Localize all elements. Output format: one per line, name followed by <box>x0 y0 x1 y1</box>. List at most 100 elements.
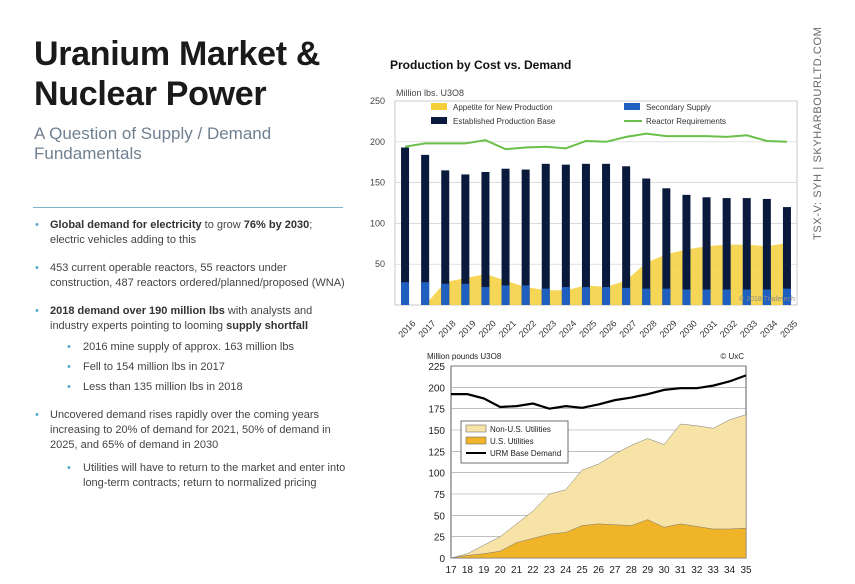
x-tick-label: 2031 <box>698 318 719 339</box>
secondary-supply-bar <box>722 289 731 305</box>
legend-label: Secondary Supply <box>646 103 711 112</box>
sub-bullet: • 2016 mine supply of approx. 163 million… <box>33 340 348 355</box>
x-tick-label: 2027 <box>617 318 638 339</box>
bullet-dot-icon: • <box>35 409 39 421</box>
x-tick-label: 2016 <box>396 318 417 339</box>
x-tick-label: 2017 <box>416 318 437 339</box>
bullet-dot-icon: • <box>67 341 71 353</box>
sub-bullet: • Fell to 154 million lbs in 2017 <box>33 360 348 375</box>
production-base-bar <box>602 163 611 305</box>
x-tick-label: 2026 <box>597 318 618 339</box>
x-tick-label: 26 <box>593 565 605 576</box>
legend-swatch <box>465 424 487 433</box>
secondary-supply-bar <box>521 285 530 305</box>
secondary-supply-bar <box>662 288 671 305</box>
bullet-dot-icon: • <box>35 262 39 274</box>
x-tick-label: 2032 <box>718 318 739 339</box>
bullet-strong-text: Global demand for electricity <box>50 219 202 231</box>
divider-line <box>33 207 343 208</box>
production-base-bar <box>622 166 631 305</box>
x-tick-label: 23 <box>544 565 556 576</box>
secondary-supply-bar <box>561 287 570 305</box>
x-tick-label: 2030 <box>678 318 699 339</box>
reactor-requirements-line <box>404 132 787 151</box>
bullet-list: • Global demand for electricity to grow … <box>33 218 348 496</box>
x-tick-label: 18 <box>462 565 474 576</box>
x-tick-label: 34 <box>724 565 736 576</box>
x-tick-label: 17 <box>445 565 457 576</box>
x-tick-label: 2024 <box>557 318 578 339</box>
legend-label: URM Base Demand <box>490 449 561 458</box>
x-tick-label: 28 <box>626 565 638 576</box>
x-tick-label: 32 <box>691 565 703 576</box>
non-us-utilities-area <box>450 414 747 559</box>
sub-bullet-text: 2016 mine supply of approx. 163 million … <box>83 341 294 353</box>
production-base-bar <box>762 198 771 305</box>
x-tick-label: 19 <box>478 565 490 576</box>
legend-label: Non-U.S. Utilities <box>490 425 551 434</box>
bullet-2018-demand: • 2018 demand over 190 million lbs with … <box>33 304 348 334</box>
sub-bullet: • Utilities will have to return to the ma… <box>33 461 348 491</box>
production-base-bar <box>481 171 490 305</box>
x-tick-label: 27 <box>609 565 621 576</box>
x-tick-label: 2020 <box>477 318 498 339</box>
production-base-bar <box>541 163 550 305</box>
slide-title: Uranium Market & Nuclear Power <box>34 35 321 113</box>
y-tick-label: 250 <box>370 96 385 106</box>
x-tick-label: 2029 <box>658 318 679 339</box>
production-base-bar <box>521 169 530 305</box>
sub-bullet-text: Utilities will have to return to the mar… <box>83 462 346 489</box>
legend-swatch <box>431 117 447 124</box>
y-tick-label: 125 <box>428 447 445 458</box>
secondary-supply-bar <box>602 287 611 305</box>
legend-label: Established Production Base <box>453 117 556 126</box>
secondary-supply-bar <box>421 282 430 305</box>
y-tick-label: 0 <box>439 554 445 565</box>
production-base-bar <box>421 154 430 305</box>
bullet-text: 453 current operable reactors, 55 reacto… <box>50 262 345 289</box>
urm-base-demand-line <box>451 374 747 410</box>
bullet-dot-icon: • <box>67 361 71 373</box>
appetite-area <box>405 242 787 305</box>
x-tick-label: 31 <box>675 565 687 576</box>
y-tick-label: 150 <box>370 178 385 188</box>
production-base-bar <box>561 164 570 305</box>
legend-swatch <box>624 103 640 110</box>
secondary-supply-bar <box>682 289 691 305</box>
y-tick-label: 25 <box>434 533 446 544</box>
x-tick-label: 2033 <box>738 318 759 339</box>
chart-watermark: © 2018 Tradetech <box>739 295 795 303</box>
production-base-bar <box>662 188 671 305</box>
bullet-dot-icon: • <box>67 462 71 474</box>
production-base-bar <box>461 174 470 305</box>
legend-label: Reactor Requirements <box>646 117 726 126</box>
secondary-supply-bar <box>441 283 450 305</box>
slide-subtitle: A Question of Supply / Demand Fundamenta… <box>34 124 272 163</box>
secondary-supply-bar <box>401 282 410 305</box>
legend-label: Appetite for New Production <box>453 103 553 112</box>
x-tick-label: 21 <box>511 565 523 576</box>
us-utilities-area <box>450 519 747 559</box>
y-tick-label: 225 <box>428 362 445 373</box>
x-tick-label: 33 <box>708 565 720 576</box>
bullet-text: Uncovered demand rises rapidly over the … <box>50 409 331 451</box>
sub-bullet-text: Fell to 154 million lbs in 2017 <box>83 361 225 373</box>
legend-label: U.S. Utilities <box>490 437 534 446</box>
bullet-dot-icon: • <box>67 381 71 393</box>
y-tick-label: 150 <box>428 426 445 437</box>
y-tick-label: 200 <box>370 137 385 147</box>
secondary-supply-bar <box>762 289 771 305</box>
secondary-supply-bar <box>541 288 550 305</box>
bullet-electricity-demand: • Global demand for electricity to grow … <box>33 218 348 248</box>
secondary-supply-bar <box>702 289 711 305</box>
production-base-bar <box>501 168 510 305</box>
x-tick-label: 20 <box>495 565 507 576</box>
bullet-text: to grow <box>201 219 244 231</box>
sub-bullet-text: Less than 135 million lbs in 2018 <box>83 381 243 393</box>
production-base-bar <box>642 178 651 305</box>
x-tick-label: 2025 <box>577 318 598 339</box>
y-tick-label: 175 <box>428 405 445 416</box>
y-tick-label: 75 <box>434 490 446 501</box>
x-tick-label: 2028 <box>638 318 659 339</box>
